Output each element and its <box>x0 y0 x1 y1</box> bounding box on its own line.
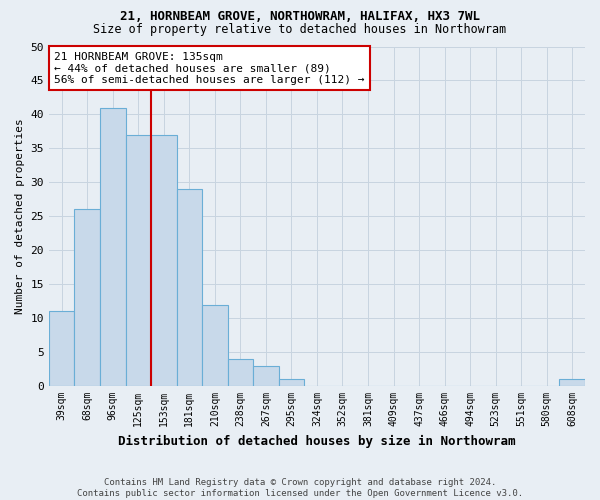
Text: 21 HORNBEAM GROVE: 135sqm
← 44% of detached houses are smaller (89)
56% of semi-: 21 HORNBEAM GROVE: 135sqm ← 44% of detac… <box>54 52 365 85</box>
Bar <box>253 366 278 386</box>
Text: 21, HORNBEAM GROVE, NORTHOWRAM, HALIFAX, HX3 7WL: 21, HORNBEAM GROVE, NORTHOWRAM, HALIFAX,… <box>120 10 480 23</box>
Bar <box>278 379 304 386</box>
Bar <box>151 135 176 386</box>
Y-axis label: Number of detached properties: Number of detached properties <box>15 118 25 314</box>
Bar <box>227 359 253 386</box>
Bar <box>176 189 202 386</box>
Text: Contains HM Land Registry data © Crown copyright and database right 2024.
Contai: Contains HM Land Registry data © Crown c… <box>77 478 523 498</box>
Bar <box>49 312 74 386</box>
Bar <box>559 379 585 386</box>
Bar <box>100 108 125 386</box>
Bar <box>74 210 100 386</box>
X-axis label: Distribution of detached houses by size in Northowram: Distribution of detached houses by size … <box>118 434 516 448</box>
Bar <box>202 304 227 386</box>
Bar <box>125 135 151 386</box>
Text: Size of property relative to detached houses in Northowram: Size of property relative to detached ho… <box>94 22 506 36</box>
